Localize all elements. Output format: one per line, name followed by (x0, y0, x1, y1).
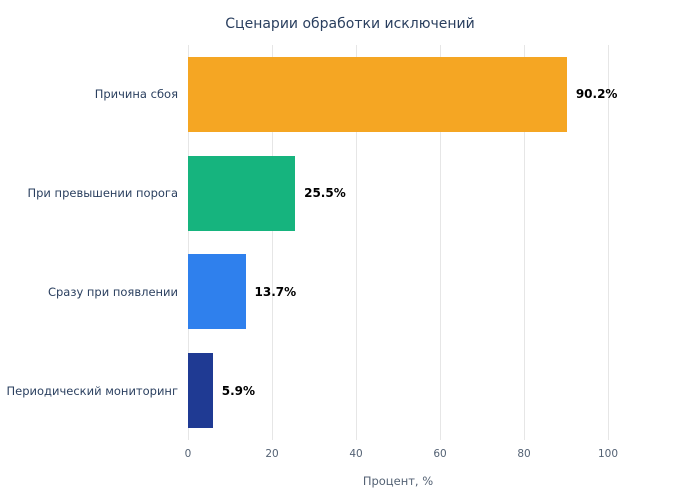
gridline (272, 45, 273, 440)
category-label: Причина сбоя (94, 87, 178, 102)
bar (188, 155, 296, 231)
x-tick-label: 80 (517, 448, 531, 460)
category-label: При превышении порога (27, 186, 178, 201)
value-label: 13.7% (254, 284, 297, 299)
gridline (524, 45, 525, 440)
category-label: Сразу при появлении (47, 284, 178, 299)
bar (188, 353, 213, 429)
x-axis: 0 20 40 60 80 100 (184, 448, 618, 464)
value-label: 25.5% (304, 186, 346, 201)
chart-title: Сценарии обработки исключений (225, 16, 475, 32)
plot-area: 90.2% 25.5% 13.7% 5.9% (188, 45, 617, 440)
bar (188, 254, 246, 330)
value-label: 90.2% (575, 87, 618, 102)
category-axis: Причина сбоя При превышении порога Сразу п… (0, 45, 182, 440)
value-label: 5.9% (221, 383, 256, 398)
gridline (440, 45, 441, 440)
x-tick-label: 0 (184, 448, 192, 460)
gridline (608, 45, 609, 440)
x-axis-label: Процент, % (362, 474, 434, 488)
x-tick-label: 20 (265, 448, 279, 460)
gridline (188, 45, 189, 440)
bar (188, 56, 567, 132)
x-tick-label: 40 (349, 448, 363, 460)
gridline (356, 45, 357, 440)
category-label: Периодический мониторинг (6, 383, 178, 398)
x-tick-label: 60 (433, 448, 447, 460)
x-tick-label: 100 (597, 448, 619, 460)
